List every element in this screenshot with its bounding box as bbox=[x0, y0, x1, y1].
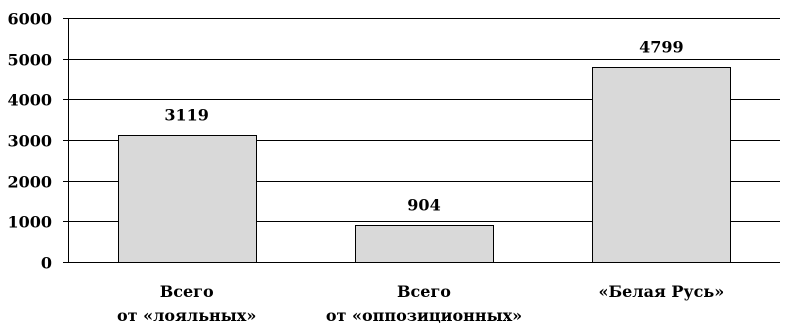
axes bbox=[63, 17, 780, 264]
category-label: «Белая Русь» bbox=[598, 282, 724, 301]
bars bbox=[117, 66, 732, 264]
bar bbox=[591, 66, 732, 264]
category-label: Всего bbox=[160, 282, 214, 301]
y-tick-label: 0 bbox=[41, 254, 52, 273]
data-label: 904 bbox=[407, 196, 440, 215]
category-label: от «лояльных» bbox=[117, 306, 256, 323]
bar bbox=[117, 134, 258, 264]
bar bbox=[354, 224, 495, 264]
y-tick-label: 6000 bbox=[7, 10, 52, 29]
data-labels: 3119 904 4799 bbox=[164, 38, 683, 215]
y-tick-label: 3000 bbox=[7, 132, 52, 151]
category-labels: Всего от «лояльных» Всего от «оппозиционных… bbox=[117, 282, 724, 323]
data-label: 3119 bbox=[164, 106, 209, 125]
y-tick-label: 1000 bbox=[7, 213, 52, 232]
y-tick-label: 5000 bbox=[7, 51, 52, 70]
y-tick-label: 2000 bbox=[7, 173, 52, 192]
data-label: 4799 bbox=[639, 38, 684, 57]
y-tick-labels: 0 1000 2000 3000 4000 5000 6000 bbox=[7, 10, 52, 273]
y-tick-label: 4000 bbox=[7, 91, 52, 110]
category-label: от «оппозиционных» bbox=[326, 306, 522, 323]
category-label: Всего bbox=[397, 282, 451, 301]
